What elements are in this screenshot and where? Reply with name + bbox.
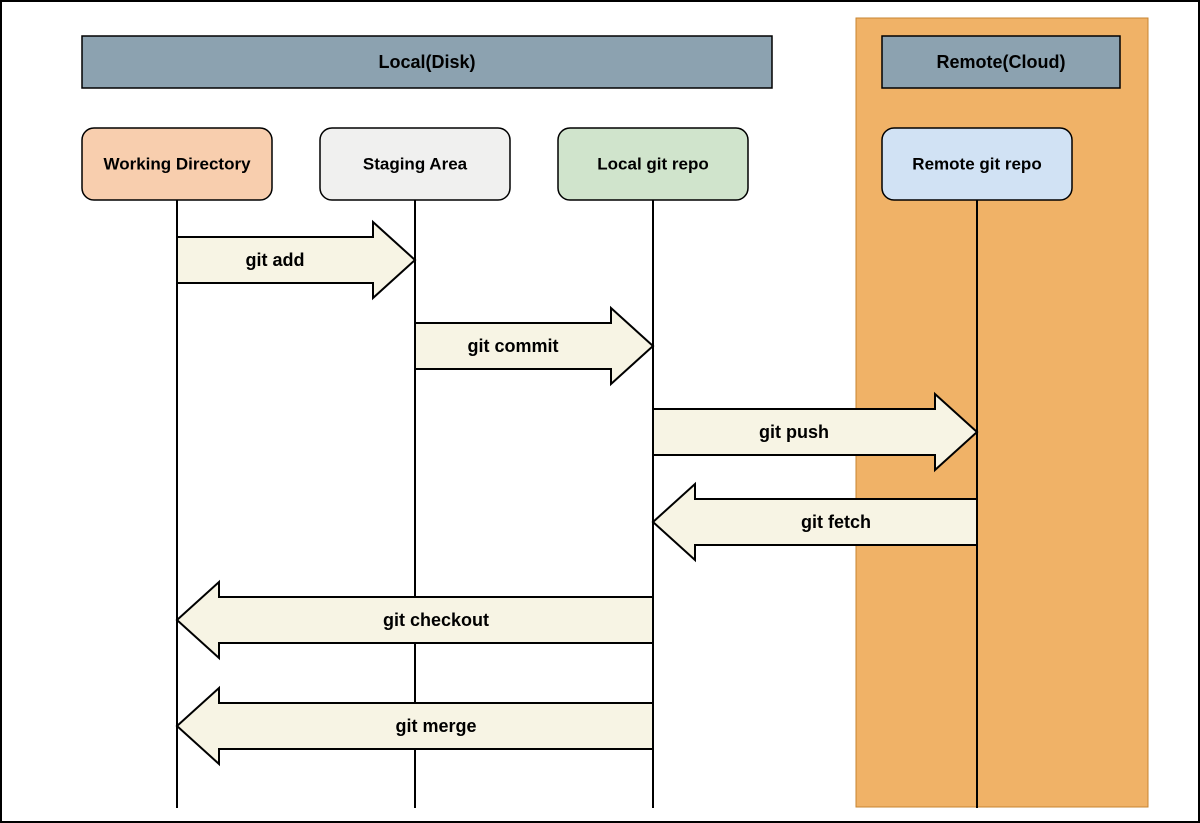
arrow-git-checkout-label: git checkout bbox=[383, 610, 489, 630]
local-header: Local(Disk) bbox=[82, 36, 772, 88]
remote-header: Remote(Cloud) bbox=[882, 36, 1120, 88]
arrow-git-add-label: git add bbox=[246, 250, 305, 270]
node-local-label: Local git repo bbox=[597, 154, 708, 173]
remote-header-label: Remote(Cloud) bbox=[937, 52, 1066, 72]
arrow-git-merge-label: git merge bbox=[395, 716, 476, 736]
node-local: Local git repo bbox=[558, 128, 748, 200]
arrow-git-push-label: git push bbox=[759, 422, 829, 442]
node-working: Working Directory bbox=[82, 128, 272, 200]
node-staging: Staging Area bbox=[320, 128, 510, 200]
local-header-label: Local(Disk) bbox=[378, 52, 475, 72]
node-working-label: Working Directory bbox=[103, 154, 251, 173]
node-remote-label: Remote git repo bbox=[912, 154, 1041, 173]
arrow-git-fetch-label: git fetch bbox=[801, 512, 871, 532]
arrow-git-commit-label: git commit bbox=[467, 336, 558, 356]
node-staging-label: Staging Area bbox=[363, 154, 468, 173]
node-remote: Remote git repo bbox=[882, 128, 1072, 200]
